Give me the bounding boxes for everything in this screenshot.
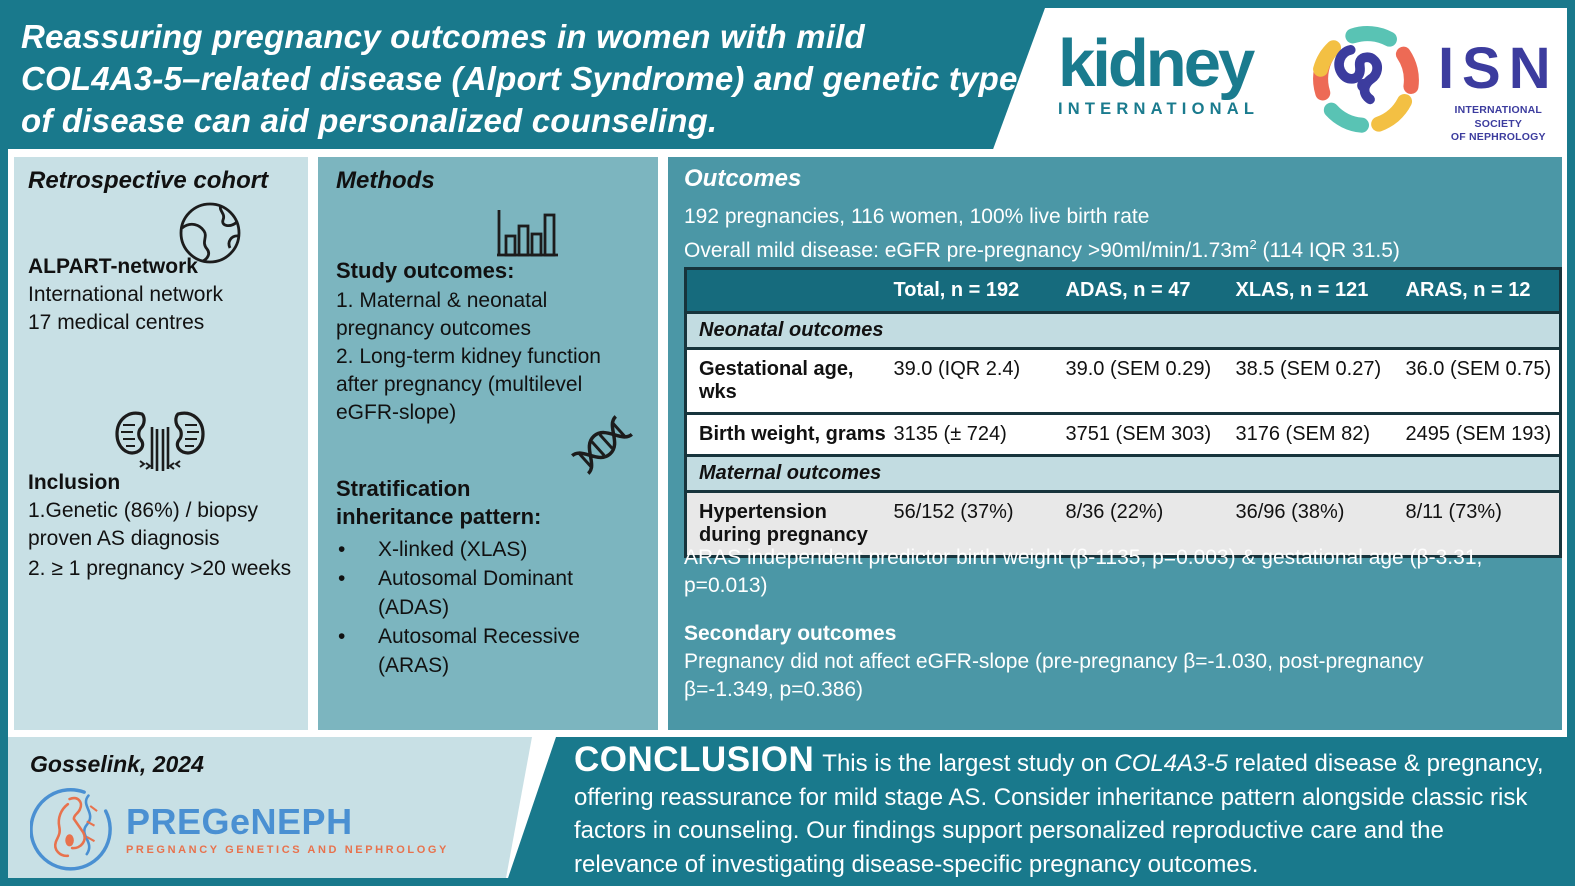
pregeneph-mark-icon <box>30 788 112 871</box>
network-desc-2: 17 medical centres <box>28 311 205 334</box>
col-header-aras: ARAS, n = 12 <box>1403 268 1561 313</box>
isn-logo: ISN INTERNATIONAL SOCIETY OF NEPHROLOGY <box>1312 26 1567 145</box>
isn-subtitle-line-1: INTERNATIONAL SOCIETY <box>1454 104 1543 130</box>
outcomes-heading: Outcomes <box>684 165 802 192</box>
page-title-line-1: Reassuring pregnancy outcomes in women w… <box>21 18 865 55</box>
isn-acronym: ISN <box>1437 36 1559 101</box>
study-outcome-1: 1. Maternal & neonatal pregnancy outcome… <box>336 289 548 340</box>
table-corner-cell <box>685 268 892 313</box>
study-outcomes-heading: Study outcomes: <box>336 258 515 283</box>
superscript-2: 2 <box>1249 237 1257 252</box>
conclusion-block: CONCLUSION This is the largest study on C… <box>508 737 1567 878</box>
stratification-heading: Stratification inheritance pattern: <box>336 476 542 529</box>
kidney-international-wordmark: kidney <box>1058 26 1255 101</box>
table-header-row: Total, n = 192 ADAS, n = 47 XLAS, n = 12… <box>685 268 1561 313</box>
kidneys-icon <box>115 411 205 471</box>
abstract-frame: Reassuring pregnancy outcomes in women w… <box>8 8 1567 878</box>
table-section-neonatal: Neonatal outcomes <box>685 311 1561 349</box>
footer-left-panel: Gosselink, 2024 PREGeNEPH PREGNANCY GENE… <box>8 737 532 878</box>
citation: Gosselink, 2024 <box>30 751 204 777</box>
aras-predictor-note: ARAS independent predictor birth weight … <box>684 546 1483 597</box>
conclusion-text: CONCLUSION This is the largest study on C… <box>574 740 1544 878</box>
panel-retrospective-cohort: Retrospective cohort ALPART-network Inte… <box>14 157 308 730</box>
panel-methods: Methods Study outcomes: 1. Maternal & ne… <box>318 157 658 730</box>
kidney-international-logo: kidney INTERNATIONAL <box>1058 30 1310 119</box>
inclusion-item-2: 2. ≥ 1 pregnancy >20 weeks <box>28 557 292 580</box>
study-outcome-2: 2. Long-term kidney function after pregn… <box>336 345 601 424</box>
isn-mark-icon <box>1313 26 1419 133</box>
inclusion-item-1: 1.Genetic (86%) / biopsy proven AS diagn… <box>28 499 258 550</box>
isn-subtitle-line-2: OF NEPHROLOGY <box>1450 131 1546 144</box>
inheritance-bullet-aras: Autosomal Recessive (ARAS) <box>336 622 646 680</box>
secondary-outcomes-text: Pregnancy did not affect eGFR-slope (pre… <box>684 650 1424 701</box>
table-row-hypertension: Hypertension during pregnancy 56/152 (37… <box>685 490 1561 557</box>
conclusion-label: CONCLUSION <box>574 740 815 779</box>
globe-icon <box>179 202 241 264</box>
table-section-maternal: Maternal outcomes <box>685 454 1561 492</box>
inclusion-heading: Inclusion <box>28 471 121 494</box>
pregeneph-tagline: PREGNANCY GENETICS AND NEPHROLOGY <box>126 844 449 856</box>
outcomes-table: Total, n = 192 ADAS, n = 47 XLAS, n = 12… <box>684 267 1562 558</box>
kidney-international-subtitle: INTERNATIONAL <box>1058 100 1260 118</box>
bar-chart-icon <box>497 210 558 257</box>
page-title-line-2: COL4A3-5–related disease (Alport Syndrom… <box>21 60 1018 97</box>
col-header-xlas: XLAS, n = 121 <box>1233 268 1404 313</box>
network-desc-1: International network <box>28 283 223 306</box>
inheritance-bullet-adas: Autosomal Dominant (ADAS) <box>336 564 646 622</box>
methods-heading: Methods <box>336 167 435 194</box>
outcomes-summary-2: Overall mild disease: eGFR pre-pregnancy… <box>684 237 1400 262</box>
table-row-gestational-age: Gestational age, wks 39.0 (IQR 2.4) 39.0… <box>685 347 1561 414</box>
pregeneph-wordmark: PREGeNEPH <box>126 801 353 842</box>
gene-name-italic: COL4A3-5 <box>1114 750 1228 777</box>
col-header-adas: ADAS, n = 47 <box>1063 268 1234 313</box>
col-header-total: Total, n = 192 <box>891 268 1064 313</box>
pregeneph-logo: PREGeNEPH PREGNANCY GENETICS AND NEPHROL… <box>30 787 449 873</box>
outcomes-summary-1: 192 pregnancies, 116 women, 100% live bi… <box>684 205 1150 228</box>
dna-icon <box>571 415 633 475</box>
inheritance-bullet-xlas: X-linked (XLAS) <box>336 535 646 564</box>
title-banner: Reassuring pregnancy outcomes in women w… <box>8 8 1045 149</box>
secondary-outcomes-heading: Secondary outcomes <box>684 622 897 645</box>
cohort-heading: Retrospective cohort <box>28 167 269 194</box>
alpart-network-title: ALPART-network <box>28 255 198 278</box>
panel-outcomes: Outcomes 192 pregnancies, 116 women, 100… <box>668 157 1562 730</box>
page-title-line-3: of disease can aid personalized counseli… <box>21 102 718 139</box>
table-row-birth-weight: Birth weight, grams 3135 (± 724) 3751 (S… <box>685 412 1561 456</box>
inheritance-pattern-list: X-linked (XLAS) Autosomal Dominant (ADAS… <box>336 535 646 680</box>
